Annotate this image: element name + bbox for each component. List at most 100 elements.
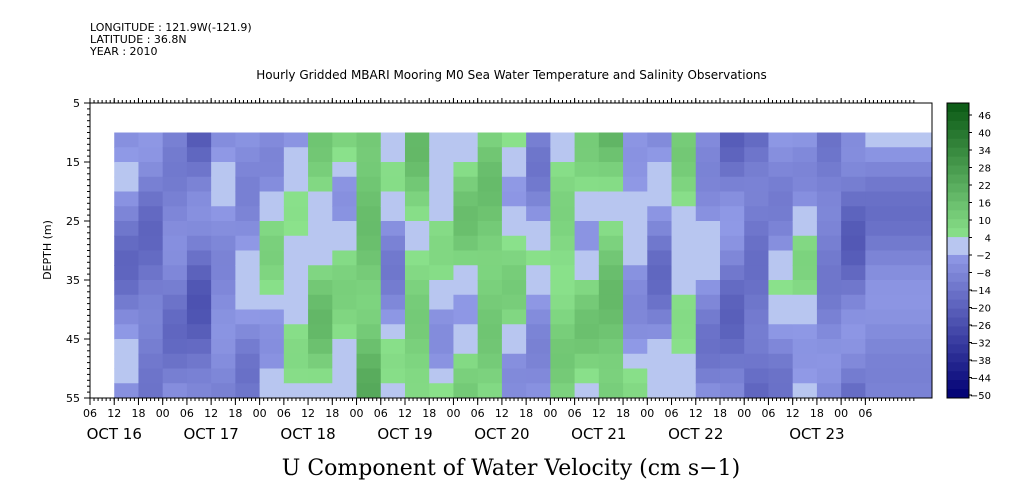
heatmap-cell (259, 309, 285, 325)
heatmap-cell (501, 309, 527, 325)
heatmap-cell (429, 353, 455, 370)
heatmap-cell (792, 339, 818, 355)
heatmap-cell (526, 132, 551, 148)
latitude-text: LATITUDE : 36.8N (90, 33, 187, 46)
heatmap-cell (186, 191, 212, 207)
heatmap-cell (501, 206, 527, 222)
heatmap-cell (332, 191, 358, 207)
heatmap-cell (380, 162, 406, 178)
x-date-label: OCT 23 (789, 425, 844, 443)
heatmap-cell (719, 191, 745, 207)
heatmap-cell (162, 250, 188, 266)
heatmap-cell (865, 162, 932, 178)
x-hour-label: 12 (495, 407, 509, 420)
heatmap-cell (719, 147, 745, 163)
heatmap-cell (744, 353, 770, 370)
heatmap-cell (332, 294, 358, 311)
heatmap-cell (308, 132, 333, 148)
heatmap-cell (598, 206, 624, 222)
x-date-label: OCT 17 (183, 425, 238, 443)
heatmap-cell (162, 132, 188, 148)
heatmap-cell (719, 250, 745, 266)
heatmap-cell (477, 383, 503, 398)
heatmap-cell (768, 294, 794, 311)
heatmap-cell (162, 265, 188, 281)
heatmap-cell (186, 339, 212, 355)
heatmap-cell (259, 280, 285, 296)
heatmap-cell (598, 265, 624, 281)
heatmap-cell (695, 368, 721, 384)
heatmap-cell (477, 250, 503, 266)
heatmap-cell (404, 383, 430, 398)
heatmap-cell (211, 294, 236, 311)
colorbar-swatch (947, 120, 969, 131)
heatmap-cell (162, 162, 188, 178)
heatmap-cell (574, 265, 600, 281)
colorbar-label: 22 (978, 181, 991, 192)
heatmap-cell (259, 162, 285, 178)
x-hour-label: 12 (398, 407, 412, 420)
heatmap-cell (574, 250, 600, 266)
heatmap-cell (647, 309, 673, 325)
x-hour-label: 06 (665, 407, 679, 420)
heatmap-cell (356, 235, 382, 252)
heatmap-cell (259, 206, 285, 222)
heatmap-cell (695, 265, 721, 281)
heatmap-cell (744, 324, 770, 340)
heatmap-cell (550, 132, 576, 148)
colorbar-swatch (947, 147, 969, 158)
heatmap-cell (526, 221, 551, 237)
heatmap-cell (501, 221, 527, 237)
heatmap-cell (550, 294, 576, 311)
heatmap-cell (453, 132, 479, 148)
heatmap-cell (841, 132, 866, 148)
heatmap-cell (259, 221, 285, 237)
heatmap-cell (453, 309, 479, 325)
colorbar-swatch (947, 290, 969, 301)
heatmap-cell (526, 176, 551, 193)
heatmap-cell (598, 353, 624, 370)
heatmap-cell (792, 294, 818, 311)
heatmap-cell (623, 191, 648, 207)
heatmap-cell (744, 265, 770, 281)
heatmap-cell (356, 191, 382, 207)
heatmap-cell (598, 250, 624, 266)
x-hour-label: 12 (592, 407, 606, 420)
heatmap-cell (404, 280, 430, 296)
heatmap-cell (283, 294, 309, 311)
heatmap-cell (332, 235, 358, 252)
colorbar-swatch (947, 335, 969, 345)
colorbar-swatch (947, 228, 969, 238)
x-hour-label: 00 (737, 407, 751, 420)
heatmap-cell (671, 280, 697, 296)
heatmap-cell (259, 294, 285, 311)
heatmap-cell (404, 162, 430, 178)
heatmap-cell (671, 339, 697, 355)
heatmap-cell (477, 324, 503, 340)
heatmap-cell (550, 324, 576, 340)
heatmap-cell (138, 280, 164, 296)
heatmap-cell (259, 235, 285, 252)
heatmap-cell (259, 176, 285, 193)
heatmap-cell (453, 324, 479, 340)
heatmap-cell (186, 280, 212, 296)
x-hour-label: 06 (374, 407, 388, 420)
x-date-label: OCT 21 (571, 425, 626, 443)
heatmap-cell (332, 147, 358, 163)
heatmap-cell (768, 368, 794, 384)
heatmap-cell (114, 324, 140, 340)
heatmap-cell (404, 309, 430, 325)
heatmap-cell (138, 221, 164, 237)
x-date-label: OCT 20 (474, 425, 529, 443)
heatmap-cell (816, 383, 842, 398)
colorbar-swatch (947, 281, 969, 292)
heatmap-cell (162, 309, 188, 325)
heatmap-cell (477, 147, 503, 163)
heatmap-cell (138, 206, 164, 222)
heatmap-cell (259, 191, 285, 207)
x-hour-label: 00 (156, 407, 170, 420)
heatmap-cell (792, 353, 818, 370)
heatmap-cell (841, 147, 866, 163)
heatmap-cell (186, 368, 212, 384)
heatmap-cell (501, 324, 527, 340)
